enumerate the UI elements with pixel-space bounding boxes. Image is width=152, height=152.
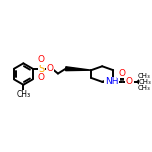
Text: O: O: [47, 64, 54, 73]
Polygon shape: [66, 67, 91, 71]
Text: O: O: [37, 55, 44, 64]
Polygon shape: [102, 80, 110, 84]
Text: O: O: [118, 69, 125, 78]
Text: CH₃: CH₃: [139, 79, 152, 85]
Text: O: O: [126, 77, 133, 86]
Text: NH: NH: [105, 77, 119, 86]
Text: CH₃: CH₃: [138, 85, 150, 91]
Text: S: S: [38, 64, 44, 74]
Text: CH₃: CH₃: [138, 73, 150, 79]
Text: CH₃: CH₃: [16, 90, 30, 99]
Text: O: O: [37, 73, 44, 82]
